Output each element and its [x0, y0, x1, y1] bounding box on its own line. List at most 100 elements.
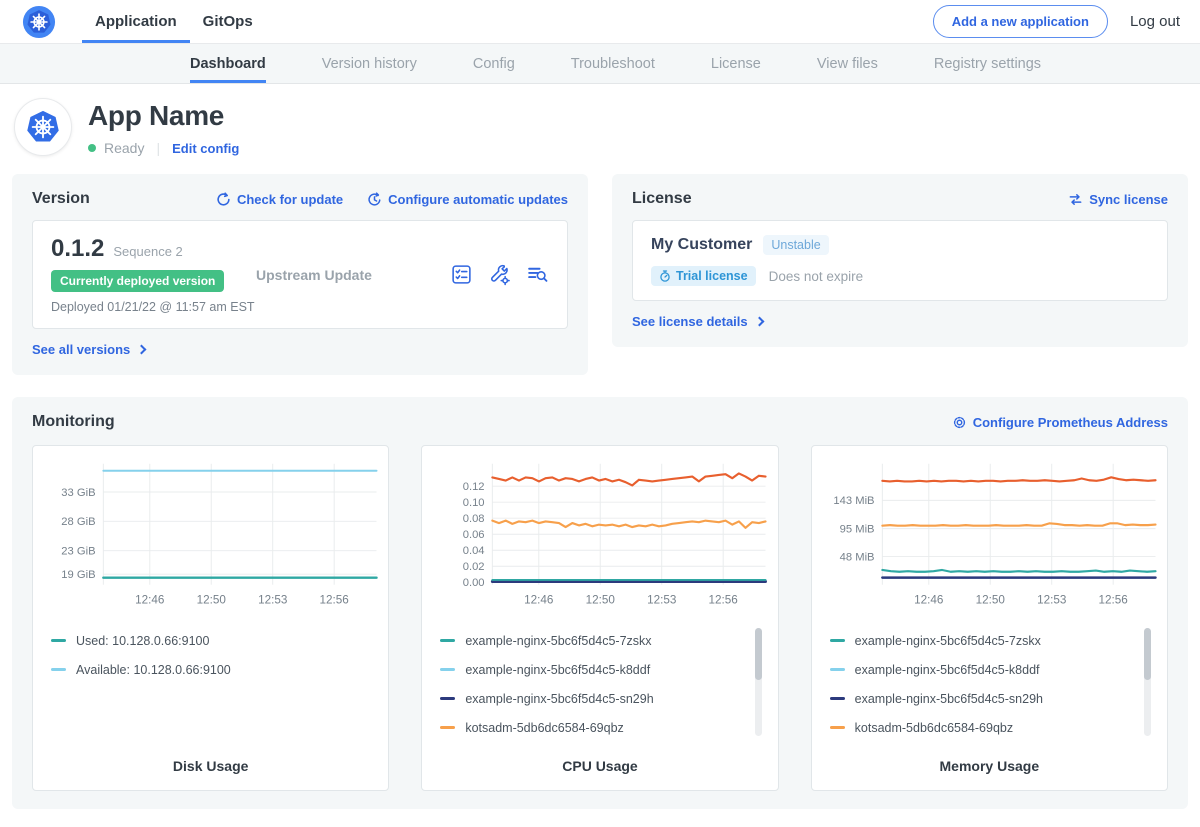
configure-prometheus-label: Configure Prometheus Address	[972, 414, 1168, 430]
wrench-gear-icon	[491, 264, 510, 286]
svg-text:12:50: 12:50	[586, 593, 616, 606]
stopwatch-icon	[660, 270, 670, 282]
legend-label: example-nginx-5bc6f5d4c5-7zskx	[854, 633, 1041, 648]
preflight-checks-button[interactable]	[450, 263, 473, 286]
chart-disk-usage: 33 GiB 28 GiB 23 GiB 19 GiB 12:46 12:50 12:53 1…	[37, 454, 384, 610]
legend-item: example-nginx-5bc6f5d4c5-k8ddf	[829, 655, 1153, 684]
legend-color-dash-icon	[829, 697, 845, 701]
tab-config[interactable]: Config	[472, 55, 515, 72]
legend-label: example-nginx-5bc6f5d4c5-7zskx	[465, 633, 652, 648]
edit-config-button[interactable]	[488, 263, 511, 286]
license-card: License Sync license My Customer Unstabl…	[612, 174, 1188, 347]
chart-cpu-usage: 0.12 0.10 0.08 0.06 0.04 0.02 0.00 12:46 12:50 12…	[426, 454, 773, 610]
svg-text:0.00: 0.00	[463, 577, 485, 589]
chevron-right-icon	[754, 316, 765, 327]
logout-button[interactable]: Log out	[1129, 13, 1180, 30]
tab-license[interactable]: License	[710, 55, 761, 72]
see-all-versions-link[interactable]: See all versions	[32, 342, 147, 357]
svg-text:12:56: 12:56	[1098, 593, 1127, 606]
svg-text:0.12: 0.12	[463, 481, 485, 493]
app-sub-nav: Dashboard Version history Config Trouble…	[0, 44, 1200, 84]
svg-text:12:50: 12:50	[975, 593, 1005, 606]
svg-text:48 MiB: 48 MiB	[839, 551, 874, 563]
check-for-update-label: Check for update	[236, 191, 344, 207]
view-logs-button[interactable]	[526, 263, 549, 286]
svg-text:12:53: 12:53	[258, 593, 287, 606]
legend-item: Used: 10.128.0.66:9100	[51, 626, 374, 655]
gear-icon	[953, 416, 965, 428]
legend-label: example-nginx-5bc6f5d4c5-k8ddf	[854, 662, 1040, 677]
svg-text:0.08: 0.08	[463, 513, 485, 525]
license-expiry: Does not expire	[768, 268, 864, 284]
check-for-update-link[interactable]: Check for update	[216, 192, 343, 207]
tab-view-files[interactable]: View files	[816, 55, 878, 72]
sync-license-link[interactable]: Sync license	[1068, 192, 1168, 207]
see-license-details-link[interactable]: See license details	[632, 314, 765, 329]
topnav-spacer	[266, 0, 933, 43]
tab-dashboard[interactable]: Dashboard	[190, 44, 266, 83]
version-card: Version Check for update Configure au	[12, 174, 588, 375]
auto-update-clock-icon	[368, 191, 381, 206]
legend-color-dash-icon	[829, 668, 845, 672]
legend-color-dash-icon	[440, 726, 456, 730]
kubernetes-logo-icon[interactable]	[22, 0, 56, 43]
legend-label: example-nginx-5bc6f5d4c5-sn29h	[465, 691, 654, 706]
svg-text:0.06: 0.06	[463, 529, 485, 541]
legend-color-dash-icon	[829, 726, 845, 730]
memory-usage-chart-card: 143 MiB 95 MiB 48 MiB 12:46 12:50 12:53 12:56 …	[810, 445, 1168, 792]
legend-scrollbar-thumb[interactable]	[1143, 628, 1151, 681]
svg-text:12:56: 12:56	[709, 593, 738, 606]
trial-license-label: Trial license	[676, 269, 748, 283]
disk-usage-chart-card: 33 GiB 28 GiB 23 GiB 19 GiB 12:46 12:50 12:53 1…	[32, 445, 390, 792]
app-avatar	[14, 98, 72, 156]
svg-text:12:46: 12:46	[914, 593, 943, 606]
legend-color-dash-icon	[51, 639, 66, 643]
edit-config-link[interactable]: Edit config	[172, 140, 240, 156]
legend-label: example-nginx-5bc6f5d4c5-sn29h	[854, 691, 1043, 706]
configure-automatic-updates-link[interactable]: Configure automatic updates	[367, 192, 568, 207]
deployed-badge: Currently deployed version	[51, 270, 225, 292]
svg-text:23 GiB: 23 GiB	[61, 546, 95, 558]
svg-text:12:50: 12:50	[197, 593, 227, 606]
nav-item-gitops[interactable]: GitOps	[202, 13, 253, 30]
app-header: App Name Ready | Edit config	[0, 84, 1200, 174]
version-card-title: Version	[32, 190, 90, 207]
monitoring-card: Monitoring Configure Prometheus Address …	[12, 397, 1188, 810]
legend-scrollbar-thumb[interactable]	[754, 628, 762, 681]
trial-license-badge: Trial license	[651, 266, 756, 286]
legend-item: example-nginx-5bc6f5d4c5-k8ddf	[440, 655, 763, 684]
legend-scrollbar[interactable]	[754, 628, 762, 737]
add-application-button[interactable]: Add a new application	[932, 5, 1108, 38]
svg-text:0.02: 0.02	[463, 561, 485, 573]
chart-title: Disk Usage	[172, 758, 249, 775]
svg-text:12:56: 12:56	[320, 593, 349, 606]
svg-text:95 MiB: 95 MiB	[839, 524, 874, 536]
svg-text:12:53: 12:53	[647, 593, 676, 606]
legend-item: kotsadm-5db6dc6584-69qbz	[829, 713, 1153, 742]
legend-item: kotsadm-5db6dc6584-69qbz	[440, 713, 763, 742]
tab-registry-settings[interactable]: Registry settings	[933, 55, 1042, 72]
refresh-icon	[217, 191, 230, 206]
cpu-usage-chart-card: 0.12 0.10 0.08 0.06 0.04 0.02 0.00 12:46 12:50 12…	[421, 445, 779, 792]
legend-scrollbar[interactable]	[1143, 628, 1151, 737]
legend-item: example-nginx-5bc6f5d4c5-sn29h	[440, 684, 763, 713]
tab-troubleshoot[interactable]: Troubleshoot	[570, 55, 655, 72]
version-sequence: Sequence 2	[113, 244, 183, 259]
legend-label: Used: 10.128.0.66:9100	[76, 633, 210, 648]
tab-version-history[interactable]: Version history	[321, 55, 417, 72]
page-title: App Name	[88, 100, 225, 131]
legend-label: kotsadm-5db6dc6584-69qbz	[854, 720, 1014, 735]
top-nav: Application GitOps Add a new application…	[0, 0, 1200, 44]
status-dot	[88, 144, 96, 152]
sync-arrows-icon	[1069, 193, 1082, 205]
sync-license-label: Sync license	[1089, 191, 1168, 207]
configure-prometheus-link[interactable]: Configure Prometheus Address	[952, 415, 1168, 430]
monitoring-title: Monitoring	[32, 413, 115, 430]
divider: |	[156, 140, 161, 156]
chevron-right-icon	[136, 344, 147, 355]
see-license-details-label: See license details	[632, 314, 748, 329]
channel-badge: Unstable	[763, 235, 829, 255]
legend-item: example-nginx-5bc6f5d4c5-7zskx	[829, 626, 1153, 655]
memory-usage-legend: example-nginx-5bc6f5d4c5-7zskx example-ng…	[829, 626, 1153, 744]
nav-item-application[interactable]: Application	[82, 0, 190, 43]
